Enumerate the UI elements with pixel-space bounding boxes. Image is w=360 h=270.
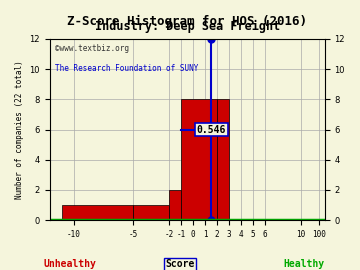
Bar (134, 205, 169, 220)
Text: Healthy: Healthy (283, 259, 324, 269)
Text: 0.546: 0.546 (197, 124, 226, 134)
Text: The Research Foundation of SUNY: The Research Foundation of SUNY (55, 64, 199, 73)
Bar (169, 190, 181, 220)
Y-axis label: Number of companies (22 total): Number of companies (22 total) (15, 60, 24, 199)
Bar (217, 99, 229, 220)
Text: Score: Score (165, 259, 195, 269)
Text: Unhealthy: Unhealthy (43, 259, 96, 269)
Bar (181, 99, 217, 220)
Text: ©www.textbiz.org: ©www.textbiz.org (55, 44, 129, 53)
Text: Industry: Deep Sea Freight: Industry: Deep Sea Freight (95, 19, 280, 33)
Bar (62, 205, 134, 220)
Title: Z-Score Histogram for HOS (2016): Z-Score Histogram for HOS (2016) (67, 15, 307, 28)
